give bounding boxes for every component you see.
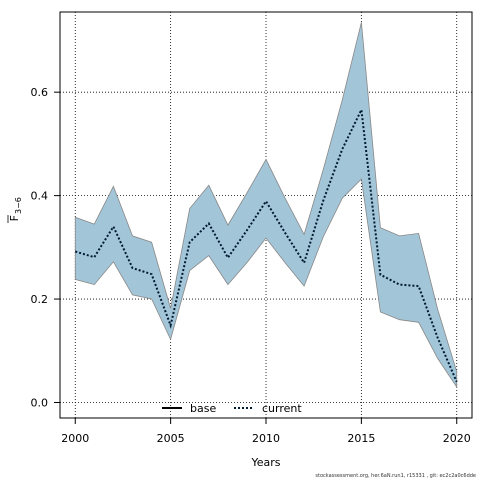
y-tick-label: 0.2	[31, 293, 49, 306]
legend-label-base: base	[190, 402, 216, 415]
x-axis: 2000 2005 2010 2015 2020	[61, 418, 471, 445]
footer-text: stockassessment.org, her.6aN.run1, r1533…	[315, 473, 476, 479]
x-tick-label: 2005	[157, 432, 185, 445]
y-axis-title-main: F	[8, 215, 21, 221]
y-tick-label: 0.4	[31, 190, 49, 203]
x-tick-label: 2020	[443, 432, 471, 445]
y-axis-title-group: F3−6	[7, 197, 23, 223]
x-tick-label: 2000	[61, 432, 89, 445]
series-line-current	[75, 106, 458, 383]
y-axis: 0.0 0.2 0.4 0.6	[31, 86, 60, 409]
x-tick-label: 2010	[252, 432, 280, 445]
y-tick-label: 0.0	[31, 396, 49, 409]
confidence-band-area	[74, 22, 458, 389]
legend-label-current: current	[262, 402, 302, 415]
x-tick-label: 2015	[347, 432, 375, 445]
confidence-band	[74, 22, 458, 389]
legend: base current	[162, 402, 302, 415]
y-axis-title: F3−6	[7, 197, 23, 223]
y-axis-title-subscript: 3−6	[14, 197, 23, 214]
x-axis-title: Years	[250, 456, 280, 469]
series-lines	[75, 106, 458, 383]
y-tick-label: 0.6	[31, 86, 49, 99]
